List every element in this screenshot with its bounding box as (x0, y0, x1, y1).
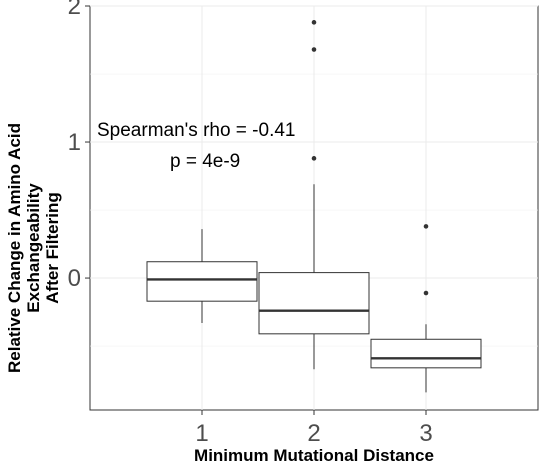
y-axis-title: Relative Change in Amino Acid Exchangeab… (5, 123, 62, 373)
outlier-point (311, 156, 317, 161)
x-tick-label: 1 (195, 420, 208, 447)
y-axis-title-line-1: Relative Change in Amino Acid (5, 123, 24, 373)
outlier-point (423, 224, 429, 229)
outlier-point (311, 20, 317, 25)
annotation-p: p = 4e-9 (170, 151, 240, 172)
iqr-box (146, 261, 258, 302)
y-tick-label: 2 (68, 0, 81, 20)
x-tick-label: 2 (307, 420, 320, 447)
y-axis-ticks: 0 1 2 (68, 0, 90, 292)
outlier-point (311, 47, 317, 52)
y-tick-label: 0 (68, 265, 81, 292)
boxes (146, 20, 482, 393)
iqr-box (370, 338, 482, 369)
annotation-rho: Spearman's rho = -0.41 (97, 120, 296, 141)
y-tick-label: 1 (68, 129, 81, 156)
x-tick-label: 3 (419, 420, 432, 447)
box-2 (258, 20, 370, 370)
y-axis-title-line-3: After Filtering (43, 192, 62, 303)
iqr-box (258, 272, 370, 335)
x-axis-title: Minimum Mutational Distance (194, 446, 434, 465)
x-axis-ticks: 1 2 3 (195, 410, 433, 447)
y-axis-title-line-2: Exchangeability (24, 183, 43, 313)
box-1 (146, 229, 258, 323)
outlier-point (423, 290, 429, 296)
grid (90, 5, 538, 410)
box-3 (370, 224, 482, 393)
